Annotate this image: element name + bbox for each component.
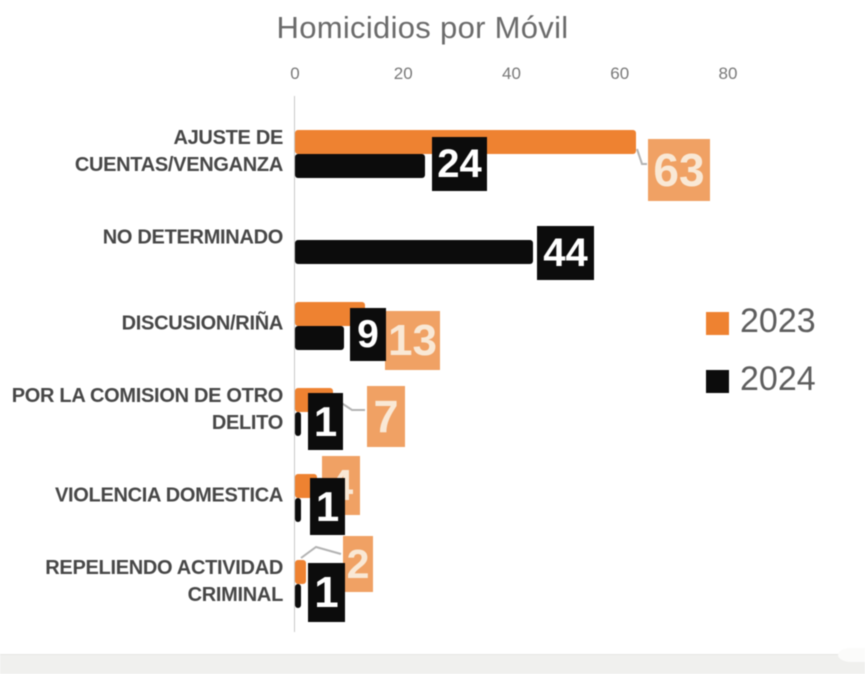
category-label: POR LA COMISION DE OTRO DELITO (11, 385, 284, 434)
data-label-2024: 24 (432, 137, 487, 191)
legend: 2023 2024 (706, 302, 816, 418)
data-label-2024: 1 (310, 478, 345, 535)
bar-2024-0 (295, 154, 425, 178)
window-corner-notch (838, 648, 865, 662)
bar-2024-4 (295, 498, 301, 522)
legend-item-2023: 2023 (706, 302, 816, 341)
data-label-2023: 2 (343, 536, 373, 592)
category-label: VIOLENCIA DOMESTICA (54, 484, 283, 507)
window-bottom-strip (0, 654, 865, 674)
bar-2024-1 (295, 240, 534, 264)
category-label: DISCUSION/RIÑA (121, 312, 284, 335)
legend-item-2024: 2024 (706, 360, 816, 399)
bar-2023-5 (295, 560, 306, 584)
legend-label: 2024 (740, 360, 816, 398)
bar-2024-2 (295, 326, 344, 350)
data-label-2024: 1 (308, 563, 345, 622)
x-axis-tick-label: 0 (290, 64, 300, 83)
legend-swatch-icon (706, 370, 729, 393)
x-axis-tick-label: 20 (393, 64, 413, 83)
category-label: NO DETERMINADO (102, 226, 284, 249)
x-axis-tick-label: 40 (502, 64, 521, 83)
data-label-2024: 1 (308, 393, 343, 450)
data-label-2023: 7 (367, 386, 405, 447)
data-label-2023: 13 (385, 311, 440, 370)
category-label: REPELIENDO ACTIVIDAD CRIMINAL (45, 557, 283, 606)
bar-2024-5 (295, 584, 301, 608)
x-axis-tick-label: 60 (610, 64, 630, 83)
data-label-2023: 63 (648, 139, 710, 201)
y-axis-line (294, 96, 295, 632)
x-axis-tick-label: 80 (718, 64, 738, 83)
legend-label: 2023 (740, 302, 816, 340)
category-label: AJUSTE DE CUENTAS/VENGANZA (74, 127, 283, 176)
bar-2024-3 (295, 412, 301, 436)
data-label-2024: 9 (350, 308, 386, 361)
chart-title: Homicidios por Móvil (276, 10, 569, 45)
data-label-2024: 44 (537, 226, 594, 280)
legend-swatch-icon (706, 312, 729, 335)
